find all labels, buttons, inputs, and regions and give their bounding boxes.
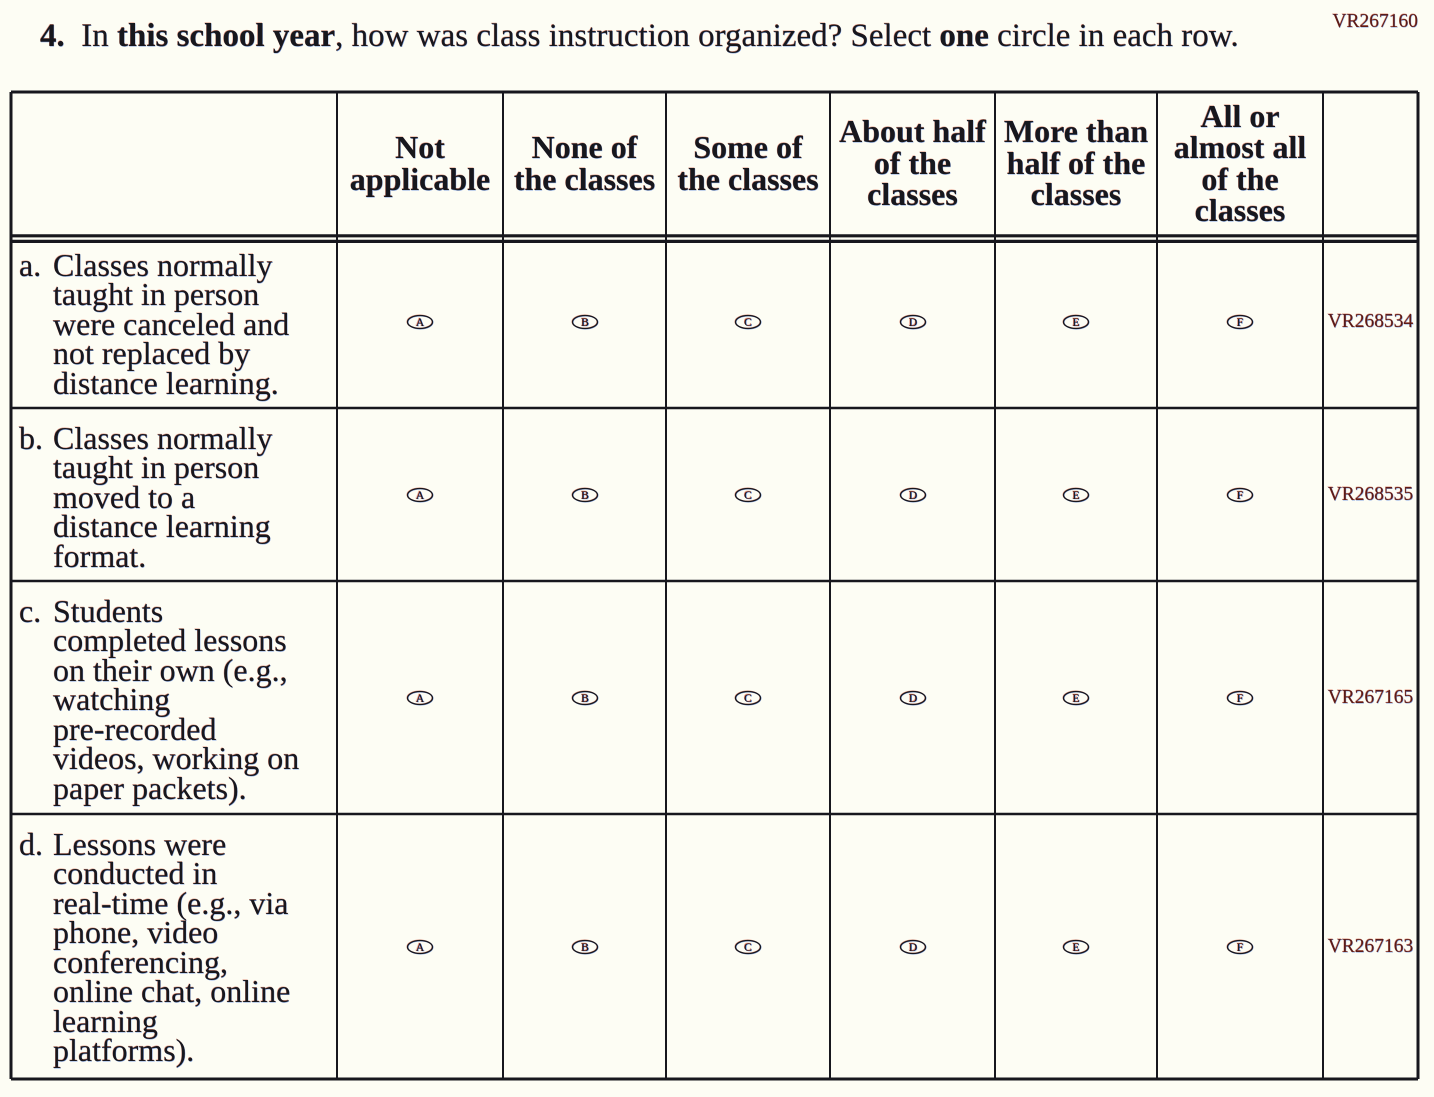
svg-text:B: B (581, 489, 589, 501)
svg-text:A: A (416, 489, 425, 501)
svg-text:B: B (581, 692, 589, 704)
svg-text:D: D (908, 489, 916, 501)
svg-text:D: D (908, 941, 916, 953)
svg-text:F: F (1237, 692, 1243, 704)
svg-text:E: E (1072, 692, 1079, 704)
svg-text:C: C (744, 941, 752, 953)
svg-text:B: B (581, 316, 589, 328)
svg-text:E: E (1072, 489, 1079, 501)
svg-text:F: F (1237, 941, 1243, 953)
svg-text:C: C (744, 692, 752, 704)
svg-text:F: F (1237, 489, 1243, 501)
svg-text:E: E (1072, 316, 1079, 328)
svg-text:E: E (1072, 941, 1079, 953)
svg-text:A: A (416, 941, 425, 953)
svg-text:A: A (416, 692, 425, 704)
svg-text:B: B (581, 941, 589, 953)
svg-text:C: C (744, 316, 752, 328)
svg-text:F: F (1237, 316, 1243, 328)
svg-text:D: D (908, 316, 916, 328)
svg-text:A: A (416, 316, 425, 328)
svg-text:C: C (744, 489, 752, 501)
svg-text:D: D (908, 692, 916, 704)
